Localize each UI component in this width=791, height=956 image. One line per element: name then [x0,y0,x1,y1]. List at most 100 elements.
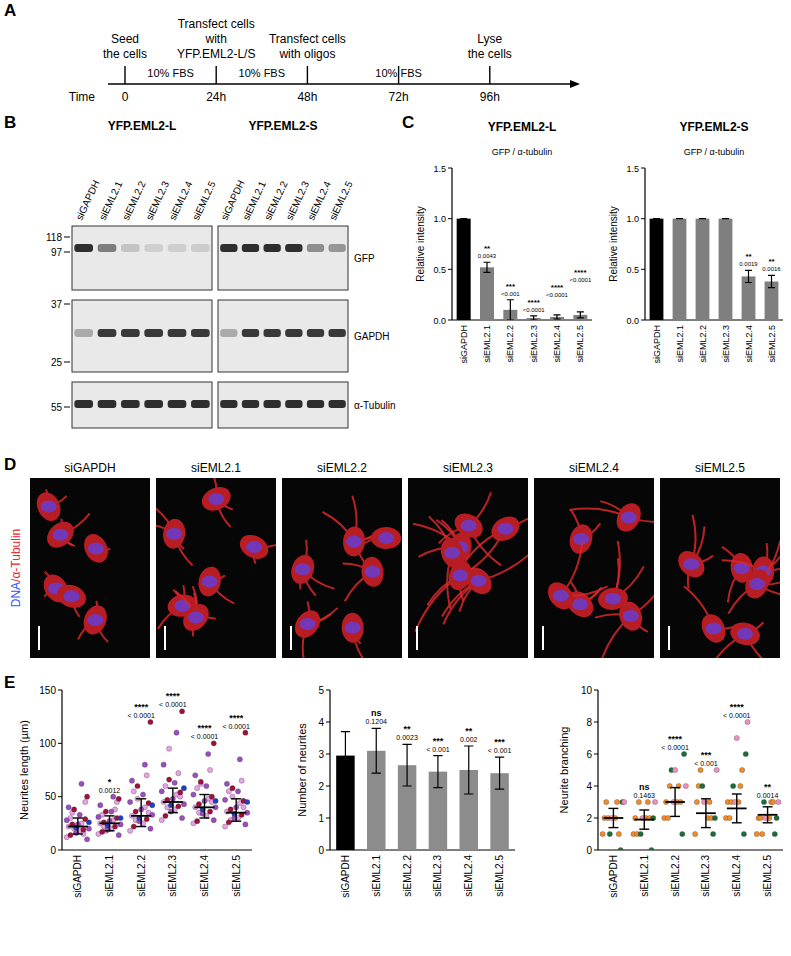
y-tick [641,218,645,219]
blot-band [220,400,237,408]
nucleus [749,578,765,590]
nucleus [63,590,79,602]
whisker [140,799,141,827]
micrograph [156,478,276,658]
dot [111,794,116,799]
cell-body [543,577,579,614]
x-tick-label: siEML2.1 [639,855,650,897]
dot [738,783,743,788]
p-value: < 0.0001 [191,733,219,740]
blot-band [285,329,302,337]
y-tick-label: 1.0 [626,214,639,224]
bar [650,219,664,320]
stars: * [108,777,112,787]
error-bar [577,312,584,318]
scale-bar [38,626,40,650]
significance: <0.0001**** [569,268,592,283]
nucleus [623,610,639,622]
blot-band [74,244,93,252]
y-axis [451,168,452,320]
whisker-cap [763,822,773,823]
error-bar [530,316,537,320]
cells [156,478,276,636]
dot [213,798,218,803]
x-tick-label: siEML2.4 [463,855,474,897]
chart-subtitle: GFP / α-tubulin [492,147,553,157]
dot [652,799,657,804]
blot-band [329,329,346,337]
y-tick-label: 0 [50,845,56,856]
dot [230,786,235,791]
dot [693,831,698,836]
significance: 0.0019** [739,252,758,267]
blot-band [98,244,117,252]
significance: 0.002** [460,726,478,743]
y-tick-label: 50 [45,791,57,802]
whisker [235,799,236,821]
event-label: Transfect cells [178,17,255,31]
blot-band [168,244,187,252]
stain-part: /α-Tubulin [9,529,23,582]
dot [72,807,77,812]
scale-bar [290,626,292,650]
significance: <0.0001**** [523,298,546,313]
y-tick-label: 0.5 [626,265,639,275]
whisker-cap [136,826,146,827]
nucleus [737,628,753,640]
stars: **** [527,298,540,307]
dot [195,819,200,824]
dot [68,832,73,837]
cells [673,515,780,658]
whisker [736,794,737,823]
blot-band [98,400,117,408]
x-tick-label: siEML2.5 [767,325,777,363]
nucleus [444,547,460,559]
significance: 0.0014** [757,782,779,799]
error-bar [460,218,467,219]
stars: **** [166,691,181,701]
dot [776,799,781,804]
y-tick [58,796,62,797]
event-label: YFP.EML2-L/S [177,47,255,61]
x-tick-label: siEML2.3 [529,325,539,363]
plot-area [64,709,250,842]
cell-body [673,546,710,583]
dot [179,815,184,820]
error-bar [495,757,504,789]
whisker-cap [199,817,209,818]
time-tick [124,66,125,84]
y-tick [326,786,330,787]
dot [84,794,89,799]
dot [204,783,209,788]
event-label: Lyse [477,32,502,46]
cell-body [54,581,90,612]
blot-band [144,329,163,337]
dot [174,730,179,735]
x-tick-label: siEML2.4 [199,855,210,897]
whisker-cap [608,827,618,828]
x-tick-label: siEML2.4 [552,325,562,363]
cell-body [161,517,187,550]
cell-body [450,508,487,542]
y-tick [326,690,330,691]
x-tick-label: siEML2.1 [104,855,115,897]
nucleus [706,622,722,634]
dot [103,809,108,814]
y-axis [644,168,645,320]
whisker-cap [168,812,178,813]
dot [636,799,641,804]
whisker-cap [732,822,742,823]
y-tick-label: 0 [318,845,324,856]
time-label: 48h [297,90,317,104]
blot-membrane [72,382,212,428]
p-value: < 0.001 [488,747,512,754]
blot-band [191,329,210,337]
dot [614,799,619,804]
y-tick [641,320,645,321]
nucleus [246,541,262,553]
dot [98,803,103,808]
whisker-cap [608,808,618,809]
x-tick-label: siGAPDH [340,855,351,898]
event-label: the cells [103,47,147,61]
y-tick-label: 2 [586,813,592,824]
